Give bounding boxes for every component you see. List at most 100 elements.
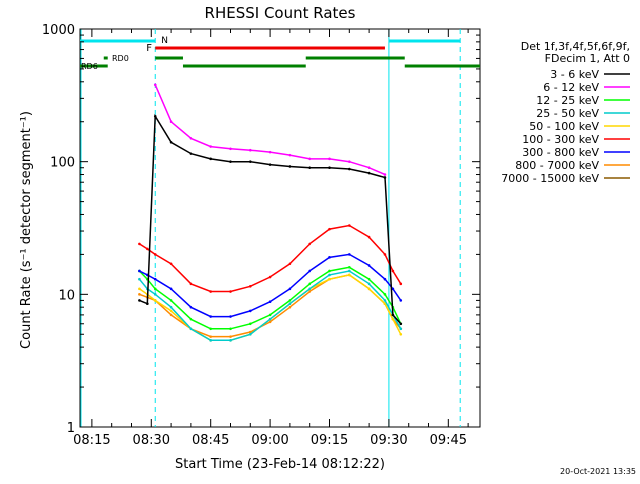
data-point [328, 157, 331, 161]
data-point [169, 313, 173, 317]
data-point [268, 313, 272, 317]
x-tick-label: 09:15 [311, 433, 348, 448]
data-point [268, 300, 272, 303]
data-point [146, 247, 149, 251]
data-point [169, 309, 173, 313]
legend-label: 100 - 300 keV [522, 133, 599, 146]
footer-timestamp: 20-Oct-2021 13:35 [560, 467, 636, 476]
data-point [189, 152, 193, 155]
data-point [248, 332, 252, 336]
data-point [348, 253, 351, 256]
data-point [209, 315, 212, 318]
data-point [308, 157, 312, 161]
data-point [138, 269, 141, 273]
y-tick-label: 10 [58, 288, 75, 303]
data-point [399, 299, 403, 302]
data-point [328, 256, 331, 259]
data-point [229, 339, 232, 342]
data-point [169, 299, 173, 302]
data-point [138, 242, 141, 246]
data-point [153, 277, 157, 281]
night-label: N [161, 36, 168, 46]
data-point [367, 282, 371, 286]
data-point [248, 309, 252, 313]
data-point [348, 160, 351, 163]
data-point [189, 137, 193, 140]
legend-label: 300 - 800 keV [522, 146, 599, 159]
series-line [138, 224, 402, 293]
data-point [248, 284, 252, 288]
legend-label: 50 - 100 keV [529, 120, 599, 133]
data-point [391, 287, 395, 291]
data-point [268, 150, 272, 154]
y-axis-label: Count Rate (s⁻¹ detector segment⁻¹) [19, 111, 34, 349]
data-point [169, 262, 173, 266]
data-point [189, 282, 193, 286]
x-tick-label: 08:15 [73, 433, 110, 448]
data-point [367, 264, 371, 267]
data-point [138, 277, 141, 281]
y-tick-label: 1000 [42, 23, 75, 38]
data-point [348, 273, 351, 277]
data-point [138, 287, 141, 291]
data-point [348, 167, 351, 171]
data-point [391, 269, 395, 273]
decimation-label-rd6: RD6 [81, 62, 98, 71]
legend-label: 6 - 12 keV [543, 81, 599, 94]
plot-area: NF RD0 RD6 08:15 08:30 08:45 09:00 09:15 09:30 09… [42, 23, 481, 448]
data-point [383, 176, 387, 179]
data-point [268, 317, 272, 321]
data-point [391, 317, 395, 321]
data-point [209, 327, 212, 331]
data-point [138, 299, 141, 302]
data-point [248, 148, 252, 152]
x-axis-label: Start Time (23-Feb-14 08:12:22) [175, 457, 385, 472]
data-point [153, 293, 157, 296]
data-point [169, 120, 173, 124]
chart-title: RHESSI Count Rates [205, 4, 356, 22]
data-point [348, 269, 351, 273]
data-point [383, 253, 387, 256]
data-point [308, 282, 312, 286]
data-point [288, 299, 292, 302]
data-point [383, 173, 387, 176]
data-point [367, 166, 371, 170]
legend-label: 7000 - 15000 keV [501, 172, 599, 185]
data-point [138, 293, 141, 296]
data-point [288, 287, 292, 291]
data-point [248, 322, 252, 326]
data-point [288, 165, 292, 168]
data-point [146, 302, 149, 305]
data-point [383, 277, 387, 281]
series-line [154, 84, 386, 176]
data-point [153, 253, 157, 256]
data-point [383, 299, 387, 302]
data-point [308, 166, 312, 170]
data-point [308, 287, 312, 291]
data-point [189, 317, 193, 321]
data-point [153, 287, 157, 291]
data-point [248, 330, 252, 334]
data-point [229, 327, 232, 331]
data-point [328, 166, 331, 170]
data-point [229, 335, 232, 338]
data-point [229, 147, 232, 151]
data-point [399, 327, 403, 331]
data-point [367, 277, 371, 281]
data-point [189, 327, 193, 331]
data-point [229, 160, 232, 163]
data-point [328, 273, 331, 277]
data-point [169, 140, 173, 144]
data-point [209, 145, 212, 148]
data-point [288, 153, 292, 157]
data-point [153, 83, 157, 87]
data-point [153, 114, 157, 118]
data-point [328, 269, 331, 273]
data-point [268, 320, 272, 324]
data-point [367, 235, 371, 239]
data-point [328, 277, 331, 281]
data-point [288, 302, 292, 305]
data-point [399, 322, 403, 326]
